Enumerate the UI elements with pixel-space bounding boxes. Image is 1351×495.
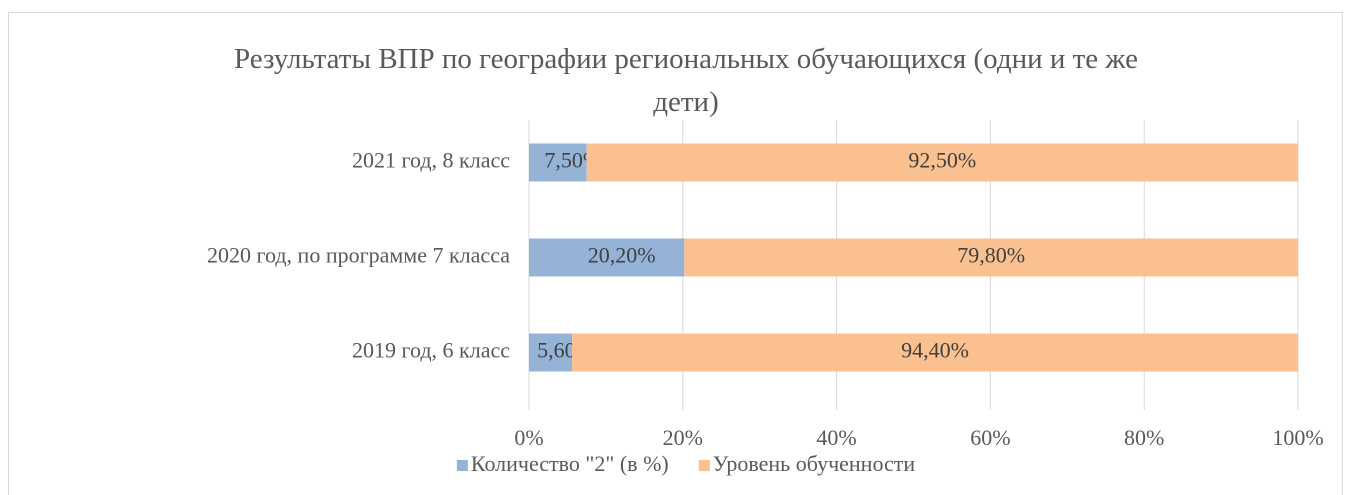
bar-segment <box>684 238 1298 277</box>
legend-label: Количество "2" (в %) <box>471 451 669 476</box>
legend-swatch <box>456 460 468 471</box>
legend-swatch <box>698 460 710 471</box>
bar-segment <box>586 143 1298 182</box>
bar-segment <box>529 333 573 372</box>
x-tick-label: 100% <box>1272 425 1323 450</box>
data-label: 94,40% <box>901 338 969 363</box>
data-label: 92,50% <box>908 148 976 173</box>
x-tick-label: 40% <box>816 425 856 450</box>
bar-segment <box>572 333 1298 372</box>
data-label: 79,80% <box>957 243 1025 268</box>
bar-segment <box>529 143 587 182</box>
data-label: 20,20% <box>588 243 656 268</box>
y-tick-label: 2021 год, 8 класс <box>352 148 510 173</box>
x-tick-label: 0% <box>514 425 543 450</box>
y-tick-label: 2019 год, 6 класс <box>352 338 510 363</box>
legend-label: Уровень обученности <box>713 451 916 476</box>
x-tick-label: 80% <box>1124 425 1164 450</box>
bar-segment <box>529 238 685 277</box>
y-tick-label: 2020 год, по программе 7 класса <box>207 243 510 268</box>
x-tick-label: 20% <box>663 425 703 450</box>
x-tick-label: 60% <box>970 425 1010 450</box>
chart-title: Результаты ВПР по географии региональных… <box>234 43 1138 118</box>
